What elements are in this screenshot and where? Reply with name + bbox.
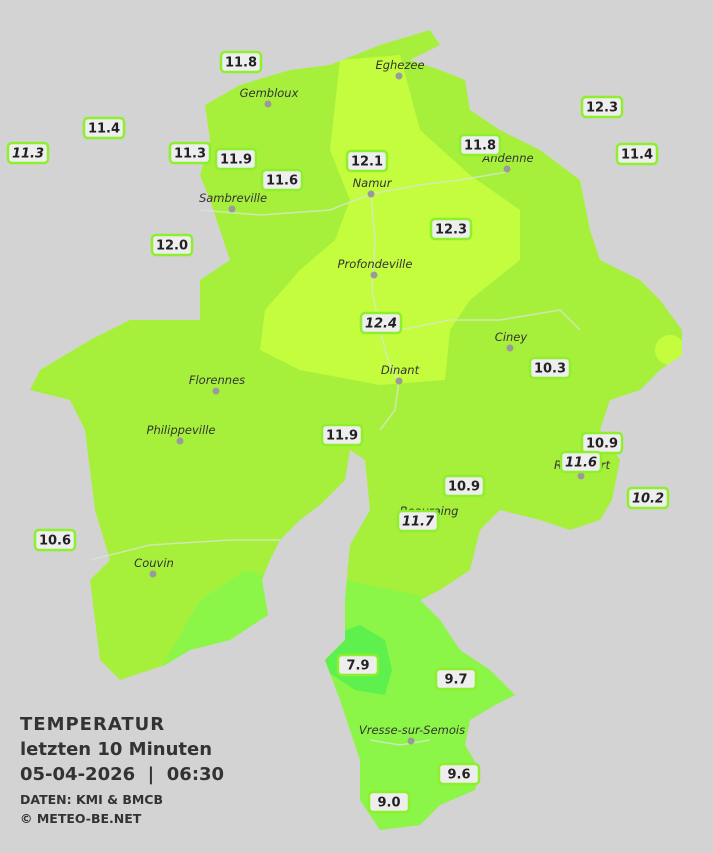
title: TEMPERATUR [20,714,165,735]
city-label: Sambreville [199,191,267,205]
station-box [580,431,624,455]
copyright: © METEO-BE.NET [20,811,142,826]
info-block: TEMPERATUR letzten 10 Minuten 05-04-2026… [20,714,224,826]
subtitle: letzten 10 Minuten [20,739,212,760]
station-value: 11.4 [88,122,120,137]
cool-zone [150,570,520,830]
station-value: 12.0 [156,239,188,254]
city-dot [370,271,378,279]
city-label: Florennes [189,373,245,387]
station-box [458,133,502,157]
city-label: Profondeville [338,257,413,271]
station-box [396,509,440,533]
station-box [345,149,389,173]
city-dot [395,72,403,80]
station-value: 12.3 [586,101,618,116]
city-dot [577,472,585,480]
station-value: 10.9 [586,437,618,452]
station-value: 10.6 [39,534,71,549]
station-value: 9.0 [377,796,400,811]
station-box [168,141,212,165]
city-dot [149,570,157,578]
city-dot [506,344,514,352]
station-box [150,233,194,257]
city-label: Dinant [381,363,420,377]
station-value: 11.9 [326,429,358,444]
station-box [437,762,481,786]
station-box [82,116,126,140]
station-box [260,168,304,192]
station-value: 10.3 [534,362,566,377]
station-box [626,486,670,510]
station-box [320,423,364,447]
station-value: 11.3 [12,147,44,162]
station-value: 12.4 [365,317,397,332]
stations: 11.8 11.4 11.3 11.3 11.9 11.6 12.1 11.8 12.3 11.4… [6,50,670,814]
source: DATEN: KMI & BMCB [20,792,163,807]
station-value: 12.3 [435,223,467,238]
station-box [580,95,624,119]
station-box [528,356,572,380]
station-value: 11.4 [621,148,653,163]
station-box [33,528,77,552]
station-box [219,50,263,74]
city-dot [176,437,184,445]
station-value: 11.6 [266,174,298,189]
station-value: 10.9 [448,480,480,495]
city-label: Couvin [134,556,174,570]
city-label: Philippeville [147,423,216,437]
city-dot [212,387,220,395]
station-box [6,141,50,165]
station-box [442,474,486,498]
station-value: 11.6 [565,456,597,471]
station-value: 9.7 [444,673,467,688]
station-value: 11.9 [220,153,252,168]
station-value: 12.1 [351,155,383,170]
city-label: Eghezee [375,58,424,72]
station-value: 11.8 [225,56,257,71]
city-dot [264,100,272,108]
city-dot [395,377,403,385]
city-dot [407,737,415,745]
station-value: 9.6 [447,768,470,783]
station-value: 7.9 [346,659,369,674]
city-dot [503,165,511,173]
station-box [214,147,258,171]
city-label: Ciney [495,330,528,344]
city-label: Namur [353,176,393,190]
station-box [434,667,478,691]
city-dot [367,190,375,198]
station-box [367,790,411,814]
station-box [336,653,380,677]
station-box [559,450,603,474]
warm-zone [655,335,682,365]
station-box [359,311,403,335]
station-value: 11.7 [402,515,435,530]
datetime: 05-04-2026 | 06:30 [20,764,224,785]
city-label: Gembloux [240,86,299,100]
station-value: 11.3 [174,147,206,162]
station-box [615,142,659,166]
city-label: Vresse-sur-Semois [359,723,465,737]
station-value: 11.8 [464,139,496,154]
station-value: 10.2 [632,492,664,507]
warm-zone [260,55,520,385]
city-dot [228,205,236,213]
station-box [429,217,473,241]
